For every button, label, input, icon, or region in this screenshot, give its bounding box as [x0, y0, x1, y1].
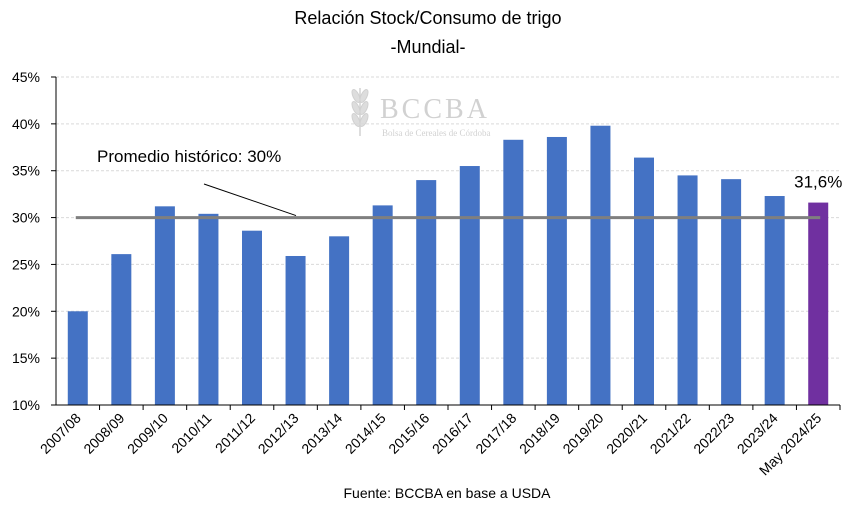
watermark-tagline: Bolsa de Cereales de Córdoba — [382, 128, 490, 138]
y-tick-labels: 10% 15% 20% 25% 30% 35% 40% 45% — [12, 69, 40, 413]
bar — [503, 139, 524, 405]
chart-title: Relación Stock/Consumo de trigo — [294, 8, 561, 28]
x-tick-label: 2012/13 — [255, 410, 302, 457]
y-tick-label: 30% — [12, 210, 40, 226]
bar — [329, 236, 350, 405]
bar — [634, 157, 654, 405]
x-tick-label: 2008/09 — [80, 410, 127, 457]
annotations: 31,6% — [794, 173, 842, 192]
x-tick-label: 2007/08 — [37, 410, 84, 457]
y-tick-label: 15% — [12, 350, 40, 366]
bar — [198, 213, 219, 405]
y-tick-label: 35% — [12, 163, 40, 179]
x-tick-label: 2021/22 — [647, 410, 694, 457]
x-tick-label: 2015/16 — [385, 410, 432, 457]
bar — [242, 230, 262, 405]
bar — [677, 175, 698, 405]
y-tick-label: 40% — [12, 116, 40, 132]
y-tick-label: 25% — [12, 256, 40, 272]
bar — [808, 202, 829, 405]
x-tick-label: 2013/14 — [298, 410, 345, 457]
x-tick-label: 2017/18 — [472, 410, 519, 457]
reference-line-leader — [203, 183, 297, 217]
bar — [764, 196, 785, 405]
reference-line-label: Promedio histórico: 30% — [97, 147, 281, 166]
bar — [416, 180, 437, 405]
bar — [67, 311, 88, 405]
chart-subtitle: -Mundial- — [390, 37, 465, 57]
x-tick-label: 2016/17 — [429, 410, 476, 457]
data-label: 31,6% — [794, 173, 842, 192]
bar — [372, 205, 393, 405]
y-tick-label: 45% — [12, 69, 40, 85]
bar — [154, 206, 175, 405]
bars — [67, 125, 829, 405]
bar — [459, 166, 480, 405]
bar — [590, 125, 611, 405]
x-tick-labels: 2007/082008/092009/102010/112011/122012/… — [37, 410, 825, 479]
watermark-logo: BCCBA Bolsa de Cereales de Córdoba — [351, 88, 490, 138]
x-tick-label: 2010/11 — [168, 410, 215, 457]
bar — [111, 254, 132, 405]
x-tick-label: 2011/12 — [212, 410, 259, 457]
x-tick-label: 2020/21 — [603, 410, 650, 457]
axes — [51, 76, 841, 410]
reference-line-group: Promedio histórico: 30% — [75, 147, 821, 220]
watermark-name: BCCBA — [380, 94, 490, 125]
wheat-icon — [351, 88, 369, 136]
y-tick-label: 10% — [12, 397, 40, 413]
bar — [721, 179, 742, 405]
x-tick-label: 2019/20 — [559, 410, 606, 457]
bar — [285, 255, 306, 405]
chart-source: Fuente: BCCBA en base a USDA — [344, 485, 552, 501]
y-tick-label: 20% — [12, 303, 40, 319]
x-tick-label: 2009/10 — [124, 410, 171, 457]
x-tick-label: 2014/15 — [342, 410, 389, 457]
x-tick-label: 2018/19 — [516, 410, 563, 457]
bar — [546, 136, 567, 405]
x-tick-label: 2022/23 — [690, 410, 737, 457]
